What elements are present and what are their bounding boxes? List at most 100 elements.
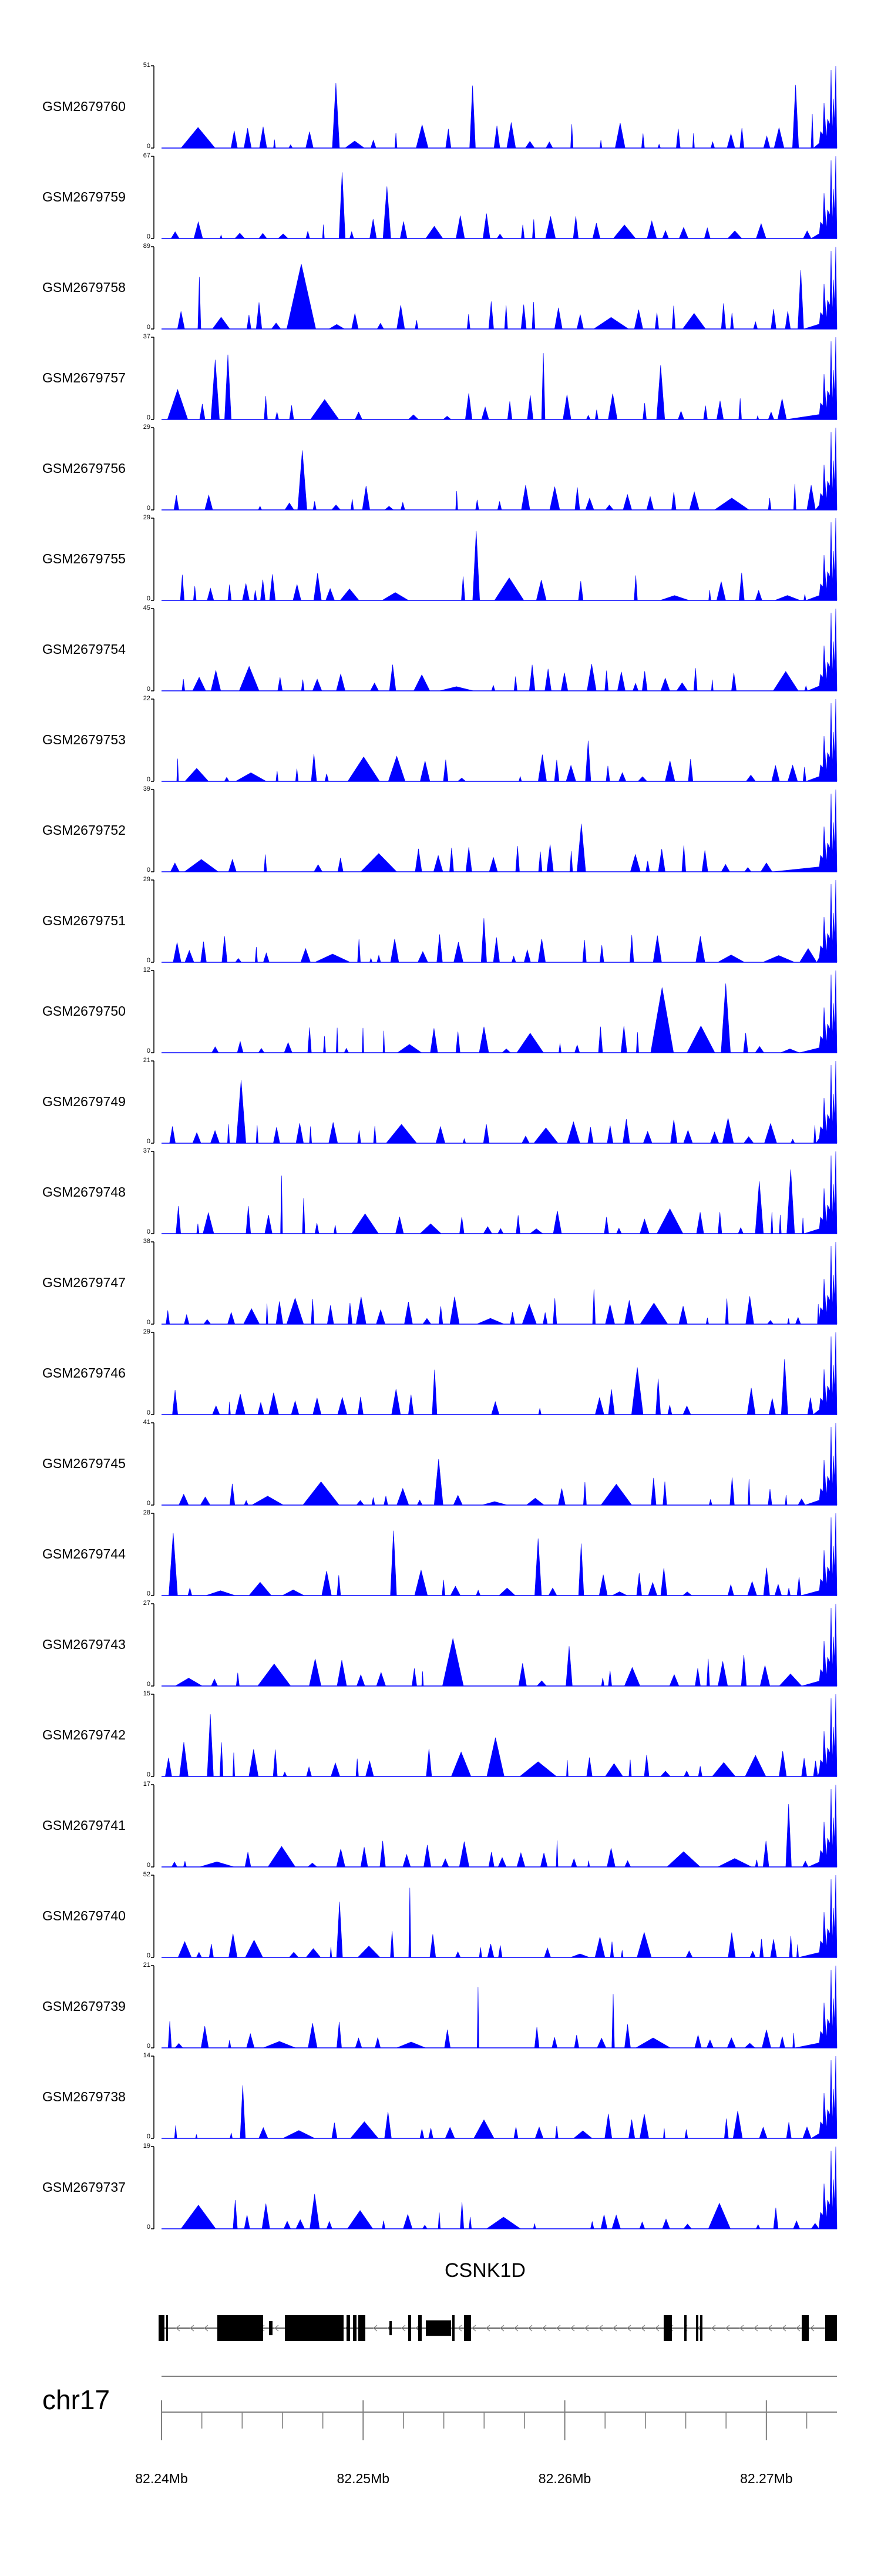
track-label: GSM2679753 (42, 732, 126, 747)
track-ymin-label: 0 (146, 1409, 150, 1416)
track-ymax-label: 21 (143, 1057, 150, 1064)
gene-annotation (0, 2244, 881, 2573)
track-label: GSM2679743 (42, 1637, 126, 1652)
track-ymin-label: 0 (146, 1228, 150, 1235)
track-plot (151, 1784, 838, 1868)
x-tick-label: 82.26Mb (538, 2471, 591, 2486)
coverage-area (162, 1151, 838, 1234)
track-ymax-label: 19 (143, 2142, 150, 2150)
strand-chevron (528, 2325, 533, 2332)
track-ymin-label: 0 (146, 1138, 150, 1145)
track-ymin-label: 0 (146, 686, 150, 693)
track-ymax-label: 37 (143, 333, 150, 340)
track-label: GSM2679744 (42, 1546, 126, 1561)
coverage-area (162, 1422, 838, 1506)
gene-exon (347, 2315, 350, 2341)
chromosome-label: chr17 (42, 2384, 110, 2415)
coverage-area (162, 2146, 838, 2229)
gene-exon (353, 2315, 357, 2341)
track-ymin-label: 0 (146, 2043, 150, 2050)
gene-exon (464, 2315, 471, 2341)
track-label: GSM2679747 (42, 1275, 126, 1290)
strand-chevron (458, 2325, 462, 2332)
track-label: GSM2679748 (42, 1184, 126, 1200)
strand-chevron (598, 2325, 603, 2332)
coverage-area (162, 970, 838, 1053)
coverage-area (162, 608, 838, 691)
coverage-area (162, 1603, 838, 1687)
coverage-area (162, 789, 838, 872)
x-tick-label: 82.25Mb (337, 2471, 390, 2486)
track-label: GSM2679740 (42, 1908, 126, 1923)
gene-exon (159, 2315, 164, 2341)
track-label: GSM2679741 (42, 1818, 126, 1833)
coverage-area (162, 1965, 838, 2048)
gene-exon (452, 2315, 455, 2341)
gene-exon (389, 2320, 392, 2336)
gene-exon (684, 2315, 687, 2341)
coverage-area (162, 1694, 838, 1777)
track-ymax-label: 21 (143, 1962, 150, 1969)
gene-exon (166, 2315, 168, 2341)
track-ymax-label: 38 (143, 1238, 150, 1245)
track-label: GSM2679754 (42, 642, 126, 657)
track-ymax-label: 29 (143, 424, 150, 431)
strand-chevron (176, 2325, 180, 2332)
strand-chevron (190, 2325, 194, 2332)
track-ymax-label: 45 (143, 604, 150, 612)
coverage-area (162, 1332, 838, 1415)
track-plot (151, 1332, 838, 1415)
track-ymin-label: 0 (146, 1771, 150, 1778)
coverage-area (162, 1784, 838, 1868)
coverage-area (162, 65, 838, 149)
coverage-area (162, 1241, 838, 1325)
track-plot (151, 879, 838, 963)
strand-chevron (584, 2325, 589, 2332)
track-plot (151, 698, 838, 782)
strand-chevron (739, 2325, 744, 2332)
gene-exon (418, 2315, 422, 2341)
track-ymin-label: 0 (146, 2224, 150, 2231)
track-ymin-label: 0 (146, 595, 150, 602)
track-label: GSM2679749 (42, 1094, 126, 1109)
track-ymax-label: 27 (143, 1600, 150, 1607)
gene-exon (217, 2315, 263, 2341)
track-ymin-label: 0 (146, 1047, 150, 1054)
track-label: GSM2679737 (42, 2179, 126, 2195)
gene-exon (825, 2315, 837, 2341)
strand-chevron (373, 2325, 378, 2332)
strand-chevron (556, 2325, 561, 2332)
coverage-tracks: GSM2679760 51 0 GSM2679759 67 0 GSM2679758 89 0 G… (42, 62, 838, 2231)
gene-exon (426, 2320, 451, 2336)
track-ymin-label: 0 (146, 1319, 150, 1326)
gene-exon (408, 2315, 411, 2341)
track-plot (151, 608, 838, 691)
track-ymin-label: 0 (146, 776, 150, 783)
track-plot (151, 1694, 838, 1777)
coverage-area (162, 427, 838, 511)
track-plot (151, 2056, 838, 2139)
track-plot (151, 246, 838, 330)
track-plot (151, 1151, 838, 1234)
x-tick-label: 82.27Mb (740, 2471, 793, 2486)
track-plot (151, 1603, 838, 1687)
track-label: GSM2679755 (42, 551, 126, 566)
gene-exon (700, 2315, 702, 2341)
track-ymin-label: 0 (146, 1952, 150, 1959)
gene-exon (269, 2320, 273, 2336)
track-ymax-label: 28 (143, 1509, 150, 1516)
track-plot (151, 427, 838, 511)
track-ymax-label: 39 (143, 785, 150, 792)
track-plot (151, 1241, 838, 1325)
track-ymin-label: 0 (146, 233, 150, 240)
track-ymin-label: 0 (146, 957, 150, 964)
strand-chevron (641, 2325, 645, 2332)
track-label: GSM2679751 (42, 913, 126, 928)
track-ymin-label: 0 (146, 1590, 150, 1597)
strand-chevron (725, 2325, 730, 2332)
track-plot (151, 1965, 838, 2048)
track-ymin-label: 0 (146, 324, 150, 331)
coverage-area (162, 156, 838, 239)
coverage-area (162, 879, 838, 963)
track-ymin-label: 0 (146, 2133, 150, 2140)
